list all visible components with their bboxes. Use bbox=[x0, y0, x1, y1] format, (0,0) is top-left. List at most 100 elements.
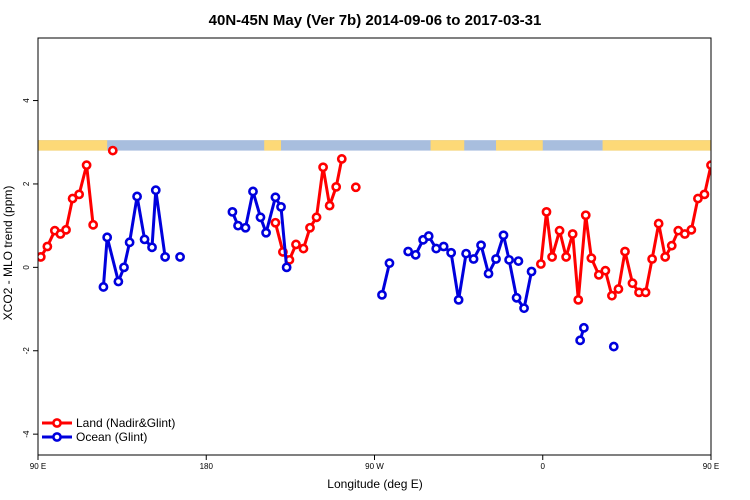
land-legend-label: Land (Nadir&Glint) bbox=[76, 416, 175, 430]
ocean-data-point bbox=[150, 185, 161, 196]
ocean-data-point bbox=[726, 283, 733, 290]
ocean-data-point bbox=[113, 276, 124, 287]
ocean-data-point bbox=[119, 262, 129, 273]
ocean-data-point bbox=[175, 252, 185, 262]
y-tick-label: -4 bbox=[22, 430, 31, 438]
land-legend-marker bbox=[52, 418, 62, 428]
land-data-point bbox=[350, 182, 361, 193]
ocean-data-point bbox=[431, 243, 442, 254]
land-data-point bbox=[735, 147, 742, 154]
land-data-point bbox=[561, 252, 572, 262]
ocean-data-point bbox=[160, 252, 171, 262]
ocean-data-point bbox=[730, 234, 737, 241]
surface-type-bar bbox=[38, 140, 711, 151]
land-data-point bbox=[666, 240, 677, 251]
ocean-data-point bbox=[519, 303, 529, 314]
land-data-point bbox=[311, 212, 322, 223]
land-data-point bbox=[567, 229, 578, 239]
land-data-point bbox=[714, 221, 721, 228]
land-data-point bbox=[88, 219, 99, 230]
ocean-data-point bbox=[227, 206, 238, 217]
land-data-point bbox=[706, 160, 711, 171]
land-data-point bbox=[600, 265, 611, 276]
land-data-point bbox=[640, 287, 651, 298]
ocean-legend-marker bbox=[52, 432, 62, 442]
ocean-data-point bbox=[575, 335, 586, 346]
ocean-data-point bbox=[248, 186, 258, 197]
ocean-data-point bbox=[491, 254, 501, 264]
y-tick-label: 0 bbox=[22, 265, 31, 270]
ocean-data-point bbox=[461, 248, 472, 259]
ocean-data-point bbox=[233, 220, 243, 231]
land-data-point bbox=[653, 218, 664, 229]
land-data-point bbox=[331, 181, 342, 192]
land-data-point bbox=[535, 259, 546, 269]
x-axis-label: Longitude (deg E) bbox=[327, 477, 422, 491]
land-data-point bbox=[686, 224, 697, 235]
x-tick-label: 180 bbox=[200, 462, 214, 471]
ocean-series-line bbox=[101, 188, 167, 288]
ocean-data-point bbox=[124, 237, 135, 248]
land-data-point bbox=[318, 162, 328, 173]
ocean-data-point bbox=[504, 254, 514, 265]
ocean-data-point bbox=[511, 292, 522, 303]
y-tick-label: 4 bbox=[22, 98, 31, 103]
ocean-data-point bbox=[446, 247, 457, 258]
ocean-data-point bbox=[261, 227, 271, 238]
ocean-data-point bbox=[498, 230, 509, 241]
land-data-point bbox=[679, 229, 690, 239]
land-data-point bbox=[620, 246, 630, 257]
land-data-point bbox=[270, 217, 281, 228]
land-data-point bbox=[291, 239, 301, 250]
land-data-point bbox=[305, 222, 315, 233]
land-data-point bbox=[541, 206, 552, 217]
surface-land-segment bbox=[602, 140, 711, 151]
land-data-point bbox=[593, 269, 604, 280]
ocean-data-point bbox=[476, 240, 486, 251]
axes: 90 E 180 90 W 0 90 E -4 -2 0 2 4 bbox=[22, 37, 719, 471]
x-tick-label: 90 E bbox=[703, 462, 719, 471]
land-data-point bbox=[42, 241, 53, 252]
ocean-data-point bbox=[98, 282, 109, 292]
x-tick-label: 90 W bbox=[365, 462, 384, 471]
plot-series bbox=[38, 145, 748, 352]
land-data-point bbox=[336, 154, 347, 164]
land-data-point bbox=[613, 284, 624, 294]
land-data-point bbox=[298, 243, 309, 254]
ocean-data-point bbox=[377, 289, 387, 300]
ocean-data-point bbox=[483, 268, 494, 279]
ocean-data-point bbox=[403, 246, 414, 257]
land-data-point bbox=[67, 193, 78, 204]
ocean-data-point bbox=[468, 254, 479, 264]
chart-title: 40N-45N May (Ver 7b) 2014-09-06 to 2017-… bbox=[209, 12, 542, 29]
ocean-data-point bbox=[281, 262, 292, 273]
land-data-point bbox=[38, 252, 46, 262]
ocean-data-point bbox=[270, 192, 281, 203]
land-data-point bbox=[74, 189, 85, 200]
surface-land-segment bbox=[430, 140, 465, 151]
ocean-data-point bbox=[147, 242, 157, 253]
land-data-point bbox=[699, 189, 710, 200]
legend: Land (Nadir&Glint)Ocean (Glint) bbox=[42, 416, 175, 444]
surface-land-segment bbox=[496, 140, 543, 151]
land-data-point bbox=[81, 160, 92, 171]
land-data-point bbox=[627, 278, 638, 289]
land-data-point bbox=[547, 252, 557, 262]
x-tick-label: 90 E bbox=[30, 462, 46, 471]
ocean-data-point bbox=[423, 231, 434, 241]
ocean-data-point bbox=[384, 258, 395, 269]
ocean-data-point bbox=[139, 234, 150, 245]
ocean-series-line bbox=[380, 262, 391, 296]
x-tick-label: 0 bbox=[541, 462, 546, 471]
surface-land-segment bbox=[38, 140, 108, 151]
surface-land-segment bbox=[264, 140, 282, 151]
ocean-data-point bbox=[410, 249, 421, 260]
land-data-point bbox=[586, 253, 597, 264]
land-data-point bbox=[647, 254, 658, 264]
ocean-data-point bbox=[741, 278, 748, 285]
ocean-data-point bbox=[453, 294, 464, 305]
ocean-data-point bbox=[132, 191, 142, 202]
land-data-point bbox=[693, 193, 703, 204]
surface-ocean-band bbox=[38, 140, 711, 151]
ocean-data-point bbox=[102, 232, 113, 243]
